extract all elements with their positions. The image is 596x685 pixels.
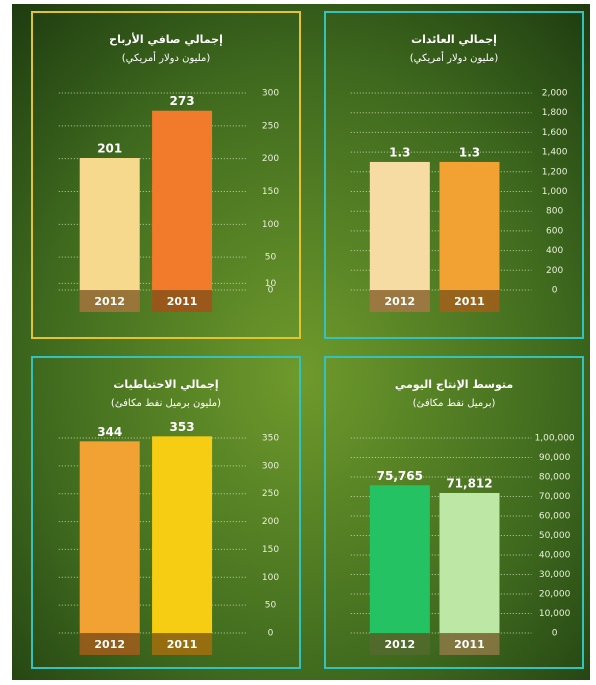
y-tick-label: 30,000 xyxy=(539,570,571,580)
category-label: 2011 xyxy=(454,638,485,651)
bar-base-shade xyxy=(439,290,500,312)
bar xyxy=(439,492,500,633)
y-tick-label: 1,200 xyxy=(542,167,568,177)
y-tick-label: 60,000 xyxy=(539,512,571,522)
y-tick-label: 800 xyxy=(546,207,563,217)
y-tick-label: 10,000 xyxy=(539,609,571,619)
value-label: 344 xyxy=(97,425,122,439)
panel-frame xyxy=(31,356,301,669)
value-label: 201 xyxy=(97,142,122,156)
category-label: 2012 xyxy=(94,295,125,308)
y-tick-label: 250 xyxy=(262,489,279,499)
bar-base xyxy=(369,633,430,655)
y-tick-label: 70,000 xyxy=(539,492,571,502)
y-tick-label: 100 xyxy=(262,573,279,583)
bar-base-shade xyxy=(152,633,213,655)
y-tick-label: 80,000 xyxy=(539,473,571,483)
category-label: 2011 xyxy=(167,638,198,651)
y-tick-label: 50,000 xyxy=(539,531,571,541)
chart-title: متوسط الإنتاج اليومي xyxy=(395,378,513,392)
y-tick-label: 1,800 xyxy=(542,108,568,118)
y-tick-label: 2,000 xyxy=(542,89,568,99)
bar xyxy=(369,161,430,290)
chart-subtitle: (مليون دولار أمريكي) xyxy=(410,51,499,64)
bar xyxy=(152,110,213,290)
chart-subtitle: (مليون برميل نفط مكافئ) xyxy=(111,398,221,409)
y-tick-label: 200 xyxy=(262,517,279,527)
bar-base xyxy=(152,290,213,312)
y-tick-label: 150 xyxy=(262,545,279,555)
chart-subtitle: (مليون دولار أمريكي) xyxy=(122,51,211,64)
bar-base xyxy=(439,290,500,312)
bar-base xyxy=(79,633,140,655)
y-tick-label: 400 xyxy=(546,246,563,256)
bar-base-shade xyxy=(79,290,140,312)
y-tick-label: 20,000 xyxy=(539,590,571,600)
chart-title: إجمالي العائدات xyxy=(411,33,497,46)
y-tick-label: 150 xyxy=(262,187,279,197)
panel-frame xyxy=(31,11,301,339)
y-tick-label: 600 xyxy=(546,226,563,236)
y-tick-label: 1,400 xyxy=(542,148,568,158)
value-label: 353 xyxy=(170,420,195,434)
y-tick-label: 0 xyxy=(268,629,274,639)
category-label: 2011 xyxy=(454,295,485,308)
chart-title: إجمالي الاحتياطيات xyxy=(113,378,218,391)
y-tick-label: 0 xyxy=(552,629,558,639)
y-tick-label: 1,000 xyxy=(542,187,568,197)
bar-base-shade xyxy=(369,290,430,312)
y-tick-label: 250 xyxy=(262,121,279,131)
bar xyxy=(79,158,140,290)
bar-base xyxy=(439,633,500,655)
y-tick-label: 50 xyxy=(265,253,277,263)
value-label: 75,765 xyxy=(377,469,423,483)
y-tick-label: 50 xyxy=(265,601,277,611)
y-tick-label: 10 xyxy=(265,279,277,289)
bar-base-shade xyxy=(369,633,430,655)
bar-base xyxy=(79,290,140,312)
category-label: 2012 xyxy=(94,638,125,651)
bar-base xyxy=(369,290,430,312)
y-tick-label: 0 xyxy=(552,286,558,296)
y-tick-label: 100 xyxy=(262,220,279,230)
category-label: 2012 xyxy=(385,295,416,308)
y-tick-label: 40,000 xyxy=(539,551,571,561)
bar-base-shade xyxy=(439,633,500,655)
y-tick-label: 300 xyxy=(262,89,279,99)
bar xyxy=(369,485,430,633)
value-label: 1.3 xyxy=(459,145,480,159)
value-label: 1.3 xyxy=(389,145,410,159)
bar-base-shade xyxy=(79,633,140,655)
y-tick-label: 200 xyxy=(546,266,563,276)
y-tick-label: 1,600 xyxy=(542,128,568,138)
chart-title: إجمالي صافي الأرباح xyxy=(109,32,223,46)
y-tick-label: 350 xyxy=(262,434,279,444)
bar-base-shade xyxy=(152,290,213,312)
category-label: 2011 xyxy=(167,295,198,308)
y-tick-label: 90,000 xyxy=(539,453,571,463)
y-tick-label: 200 xyxy=(262,154,279,164)
chart-subtitle: (برميل نفط مكافئ) xyxy=(413,398,496,409)
bar xyxy=(439,161,500,290)
category-label: 2012 xyxy=(385,638,416,651)
value-label: 71,812 xyxy=(446,476,492,490)
y-tick-label: 1,00,000 xyxy=(535,434,575,444)
bar xyxy=(152,436,213,633)
y-tick-label: 300 xyxy=(262,461,279,471)
bar xyxy=(79,441,140,633)
panel-frame xyxy=(324,11,584,339)
panel-frame xyxy=(324,356,584,669)
y-tick-label: 0 xyxy=(268,286,274,296)
bar-base xyxy=(152,633,213,655)
value-label: 273 xyxy=(170,94,195,108)
